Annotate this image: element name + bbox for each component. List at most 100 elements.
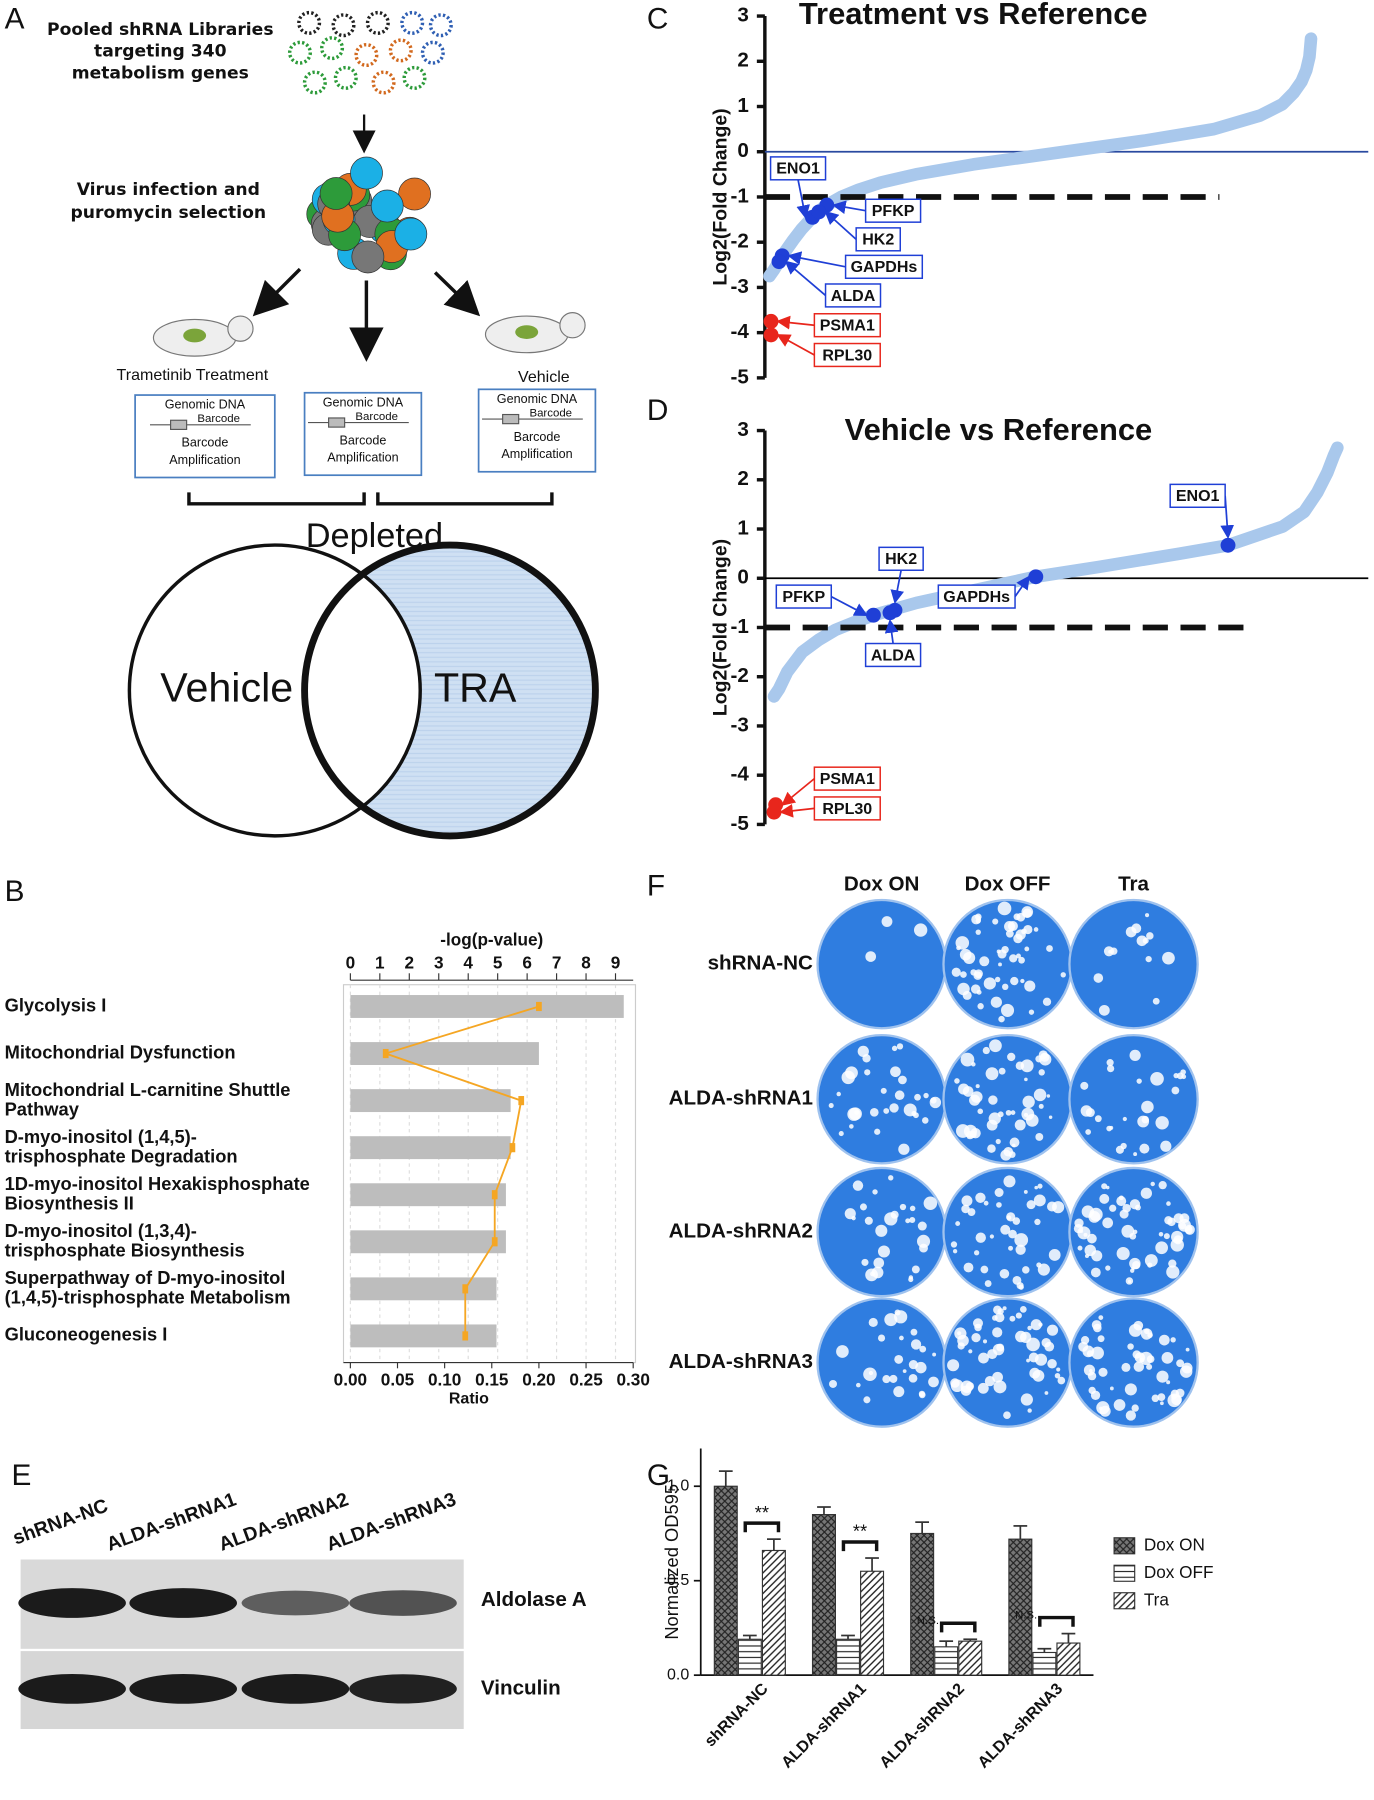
blot-band [241, 1590, 350, 1616]
plate-clearing [1020, 1059, 1034, 1073]
plate-clearing [1127, 1279, 1132, 1284]
significance-bracket [1038, 1615, 1075, 1627]
plate-clearing [1015, 1061, 1025, 1070]
plate-clearing [1047, 1359, 1057, 1369]
plate-clearing [1000, 1224, 1011, 1235]
plate-clearing [1038, 1069, 1045, 1076]
plate-clearing [1060, 972, 1066, 978]
plate-clearing [1160, 1140, 1172, 1152]
plate-clearing [995, 1138, 1001, 1145]
plate-clearing [875, 1224, 888, 1237]
mouse-head [227, 315, 254, 342]
plate-clearing [872, 1189, 878, 1195]
plate-clearing [1109, 1204, 1117, 1212]
plate-clearing [910, 1339, 922, 1350]
plate-clearing [1021, 906, 1034, 918]
plate-clearing [928, 1376, 939, 1388]
plate-clearing [863, 1367, 877, 1382]
bar [860, 1570, 885, 1676]
plate-clearing [1008, 1245, 1014, 1251]
panel-label: A [5, 2, 25, 35]
plate-clearing [1162, 951, 1175, 965]
library-pool [297, 10, 322, 35]
plate-clearing [968, 1349, 973, 1354]
plate-clearing [1024, 946, 1030, 952]
plate-clearing [1155, 1116, 1169, 1130]
protein-label: Vinculin [481, 1676, 561, 1699]
plate-clearing [1046, 1324, 1059, 1336]
plate-clearing [1127, 1343, 1134, 1350]
box-amplification: Barcode Amplification [169, 436, 240, 467]
plate-clearing [1119, 1209, 1129, 1219]
library-pool [420, 40, 445, 65]
plate-clearing [899, 1335, 904, 1341]
plate-clearing [902, 1369, 907, 1373]
plate-clearing [1090, 1390, 1101, 1400]
plate-clearing [1015, 1244, 1026, 1255]
plate-clearing [989, 1234, 994, 1239]
gene-box [1169, 483, 1226, 509]
plate-clearing [1170, 1337, 1176, 1343]
category-label: D-myo-inositol (1,4,5)-trisphosphate Deg… [5, 1126, 238, 1166]
x-tick-label: 0.10 [428, 1369, 461, 1389]
y-tick-label: 2 [737, 49, 748, 72]
plate-clearing [884, 1212, 898, 1226]
plate-clearing [994, 1312, 1005, 1323]
plate-clearing [954, 1078, 960, 1084]
plate-clearing [984, 1280, 992, 1287]
plate-clearing [1136, 1078, 1142, 1084]
y-tick-label: -2 [731, 230, 749, 253]
plate-clearing [1097, 1335, 1105, 1343]
plate-clearing [909, 1205, 916, 1212]
plot-frame [342, 984, 637, 1364]
plate-clearing [1007, 921, 1018, 932]
box-barcode: Barcode [355, 411, 398, 423]
plate-clearing [863, 1396, 871, 1404]
plate-clearing [894, 1090, 905, 1101]
cell [398, 177, 431, 211]
library-pool [371, 70, 396, 95]
plate-clearing [914, 1093, 921, 1101]
plate-clearing [1113, 1399, 1126, 1411]
plate-clearing [1085, 1107, 1095, 1118]
plate-clearing [918, 1391, 926, 1399]
bar [761, 1549, 786, 1676]
category-label: Mitochondrial L-carnitine Shuttle Pathway [5, 1079, 291, 1119]
plate-clearing [1008, 1229, 1017, 1239]
plate-clearing [1109, 1386, 1114, 1391]
plate-clearing [1160, 1401, 1164, 1406]
p-value-marker [491, 1190, 498, 1200]
mouse-head [559, 312, 586, 339]
gene-box [813, 796, 881, 821]
plate-clearing [911, 1265, 920, 1274]
x2-tick-label: 3 [434, 953, 444, 973]
dna-box [477, 388, 597, 473]
plate-clearing [1166, 1380, 1171, 1385]
plate-clearing [1080, 1336, 1090, 1345]
plate-clearing [1033, 1088, 1047, 1102]
plate-clearing [1157, 1393, 1166, 1402]
box-title: Genomic DNA [165, 398, 246, 412]
library-pool [354, 42, 379, 68]
plate-clearing [1140, 1187, 1152, 1199]
plate-clearing [971, 984, 981, 994]
plate-clearing [874, 1128, 881, 1135]
plate-clearing [1158, 1231, 1164, 1237]
arm-label: Vehicle [518, 368, 570, 386]
infection-label: Virus infection and puromycin selection [70, 180, 266, 223]
cell-line-label: ALDA-shRNA3 [669, 1350, 813, 1373]
plate-clearing [1083, 1232, 1088, 1237]
dna-box [134, 394, 276, 479]
bar [350, 1089, 511, 1113]
plate-clearing [1181, 1074, 1187, 1080]
plate-clearing [1006, 1212, 1016, 1222]
y-tick-label: -3 [731, 275, 749, 298]
plate-clearing [1048, 1115, 1053, 1119]
blot-band [349, 1590, 457, 1616]
y-tick-label: 1.0 [667, 1476, 689, 1494]
plate-clearing [1018, 1284, 1024, 1290]
gene-box [813, 766, 881, 791]
legend-label: Dox OFF [1144, 1562, 1214, 1582]
gene-box [937, 584, 1016, 609]
x-tick-label: shRNA-NC [701, 1679, 772, 1750]
